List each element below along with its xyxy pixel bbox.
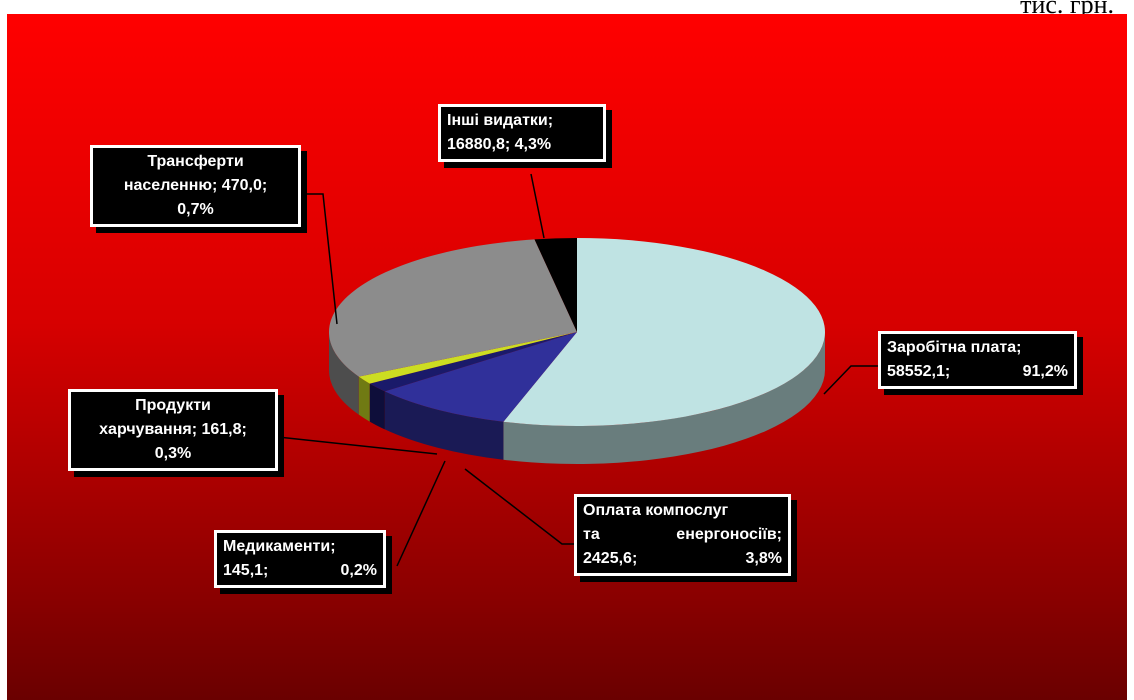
pie-top <box>329 238 825 426</box>
leader-lines <box>277 173 878 567</box>
label-produkty-line1: Продукти <box>135 397 211 414</box>
label-zarplata-value: 58552,1; <box>887 363 951 380</box>
leader-medykamenty <box>396 460 446 567</box>
pie-side-продукти-харчування <box>358 376 370 422</box>
label-komposlugy-name: Оплата компослуг <box>583 502 729 519</box>
label-transferty: Трансферти населенню; 470,0; 0,7% <box>90 145 301 227</box>
label-medykamenty-percent: 0,2% <box>340 562 377 579</box>
label-komposlugy: Оплата компослуг та енергоносіїв; 2425,6… <box>574 494 791 576</box>
pie-slice-трансферти-населенню <box>329 239 577 377</box>
label-medykamenty-name: Медикаменти; <box>223 538 336 555</box>
leader-komposlugy <box>464 468 574 545</box>
label-inshi: Інші видатки; 16880,8; 4,3% <box>438 104 606 162</box>
label-produkty-line3: 0,3% <box>154 445 192 462</box>
label-zarplata-percent: 91,2% <box>1022 363 1068 380</box>
leader-produkty <box>277 436 438 455</box>
label-transferty-line1: Трансферти <box>147 153 244 170</box>
label-zarplata-name: Заробітна плата; <box>887 339 1022 356</box>
pie-chart <box>277 173 878 567</box>
pie-slice-інші-видатки <box>534 238 577 332</box>
label-inshi-line2: 16880,8; 4,3% <box>447 136 552 153</box>
pie-slice-заробітна-плата <box>503 238 825 426</box>
pie-side-заробітна-плата <box>503 332 825 464</box>
pie-slice-продукти-харчування <box>358 332 577 384</box>
label-medykamenty: Медикаменти; 145,1; 0,2% <box>214 530 386 588</box>
pie-side-медикаменти <box>369 383 385 430</box>
label-medykamenty-value: 145,1; <box>223 562 269 579</box>
label-transferty-line2: населенню; 470,0; <box>123 177 268 194</box>
pie-slice-оплата-компослуг-та-енергоносіїв <box>384 332 577 422</box>
label-komposlugy-percent: 3,8% <box>745 550 782 567</box>
label-transferty-line3: 0,7% <box>177 201 214 218</box>
pie-sides <box>329 332 825 464</box>
pie-side-оплата-компослуг-та-енергоносіїв <box>384 391 504 460</box>
label-inshi-line1: Інші видатки; <box>447 112 554 129</box>
pie-side-трансферти-населенню <box>329 332 359 415</box>
label-komposlugy-name-b: енергоносіїв; <box>676 526 782 543</box>
pie-slice-медикаменти <box>369 332 577 392</box>
leader-transferty <box>301 193 338 325</box>
label-produkty-line2: харчування; 161,8; <box>99 421 247 438</box>
leader-zarplata <box>823 365 878 395</box>
label-zarplata: Заробітна плата; 58552,1; 91,2% <box>878 331 1077 389</box>
leader-inshi <box>530 173 545 239</box>
label-komposlugy-name-a: та <box>583 526 600 543</box>
chart-panel: Заробітна плата; 58552,1; 91,2% Оплата к… <box>7 14 1127 700</box>
label-produkty: Продукти харчування; 161,8; 0,3% <box>68 389 278 471</box>
label-komposlugy-value: 2425,6; <box>583 550 638 567</box>
